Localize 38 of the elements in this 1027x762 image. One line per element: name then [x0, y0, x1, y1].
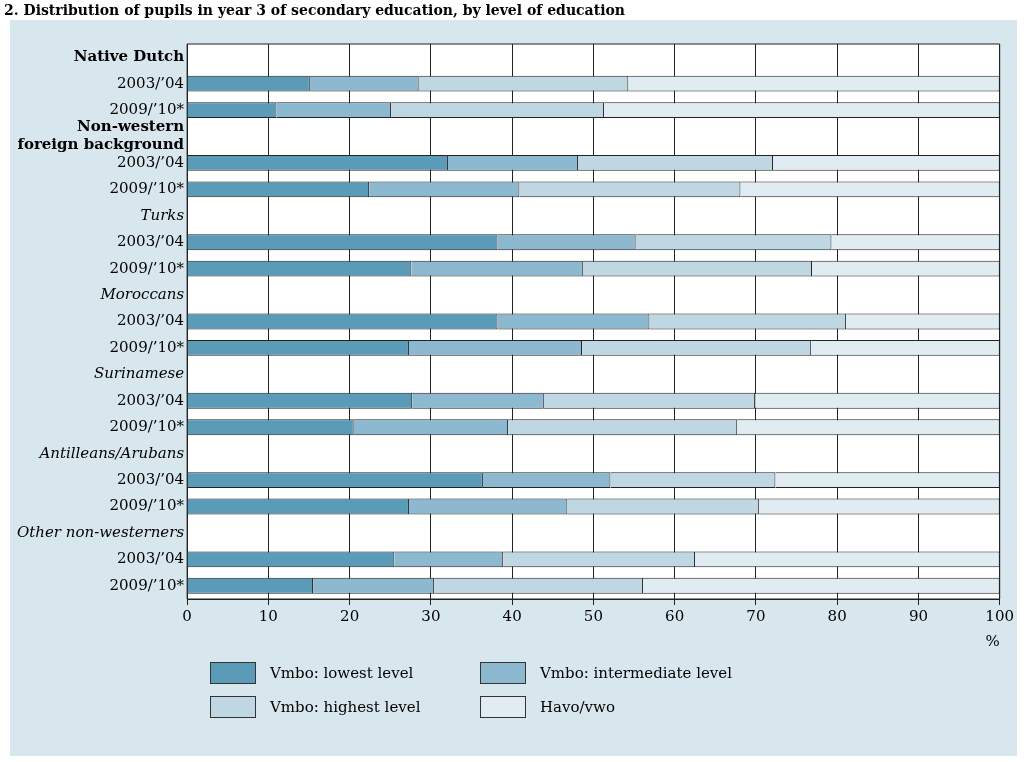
y-tick-label: 2003/’04	[117, 549, 185, 568]
legend-label: Vmbo: lowest level	[270, 664, 414, 682]
y-tick-label: Surinamese	[93, 364, 185, 383]
y-tick-label: 2003/’04	[117, 390, 185, 409]
y-tick-label: Non-western foreign background	[17, 117, 185, 154]
legend-label: Vmbo: highest level	[270, 698, 421, 716]
x-tick-label: 50	[583, 606, 603, 625]
y-tick-label: 2009/’10*	[109, 337, 185, 356]
legend-label: Havo/vwo	[540, 698, 615, 716]
y-tick-label: 2009/’10*	[109, 575, 185, 594]
y-tick-label: 2009/’10*	[109, 258, 185, 277]
x-tick-label: 40	[502, 606, 522, 625]
legend-label: Vmbo: intermediate level	[540, 664, 732, 682]
y-tick-label: Native Dutch	[73, 47, 185, 66]
x-tick-label: 90	[908, 606, 928, 625]
x-tick-label: 60	[665, 606, 685, 625]
y-tick-label: 2003/’04	[117, 311, 185, 330]
y-tick-label: Other non-westerners	[16, 522, 185, 541]
x-tick-label: 0	[182, 606, 192, 625]
y-tick-label: 2003/’04	[117, 469, 185, 488]
x-tick-label: 100	[985, 606, 1015, 625]
y-tick-label: 2009/’10*	[109, 179, 185, 198]
y-tick-label: Moroccans	[99, 284, 185, 303]
y-tick-label: 2003/’04	[117, 73, 185, 92]
y-tick-label: 2003/’04	[117, 232, 185, 251]
y-tick-label: Antilleans/Arubans	[37, 443, 185, 462]
x-axis-title: %	[985, 631, 1000, 650]
y-tick-label: 2003/’04	[117, 152, 185, 171]
y-tick-label: 2009/’10*	[109, 417, 185, 436]
x-tick-label: 30	[421, 606, 441, 625]
y-tick-label: 2009/’10*	[109, 99, 185, 118]
x-tick-label: 20	[340, 606, 360, 625]
chart-title: 2. Distribution of pupils in year 3 of secondary education, by level of education	[3, 1, 626, 20]
y-tick-label: 2009/’10*	[109, 496, 185, 515]
y-tick-label: Turks	[140, 205, 185, 224]
x-tick-label: 70	[746, 606, 766, 625]
x-tick-label: 10	[258, 606, 278, 625]
x-tick-label: 80	[827, 606, 847, 625]
